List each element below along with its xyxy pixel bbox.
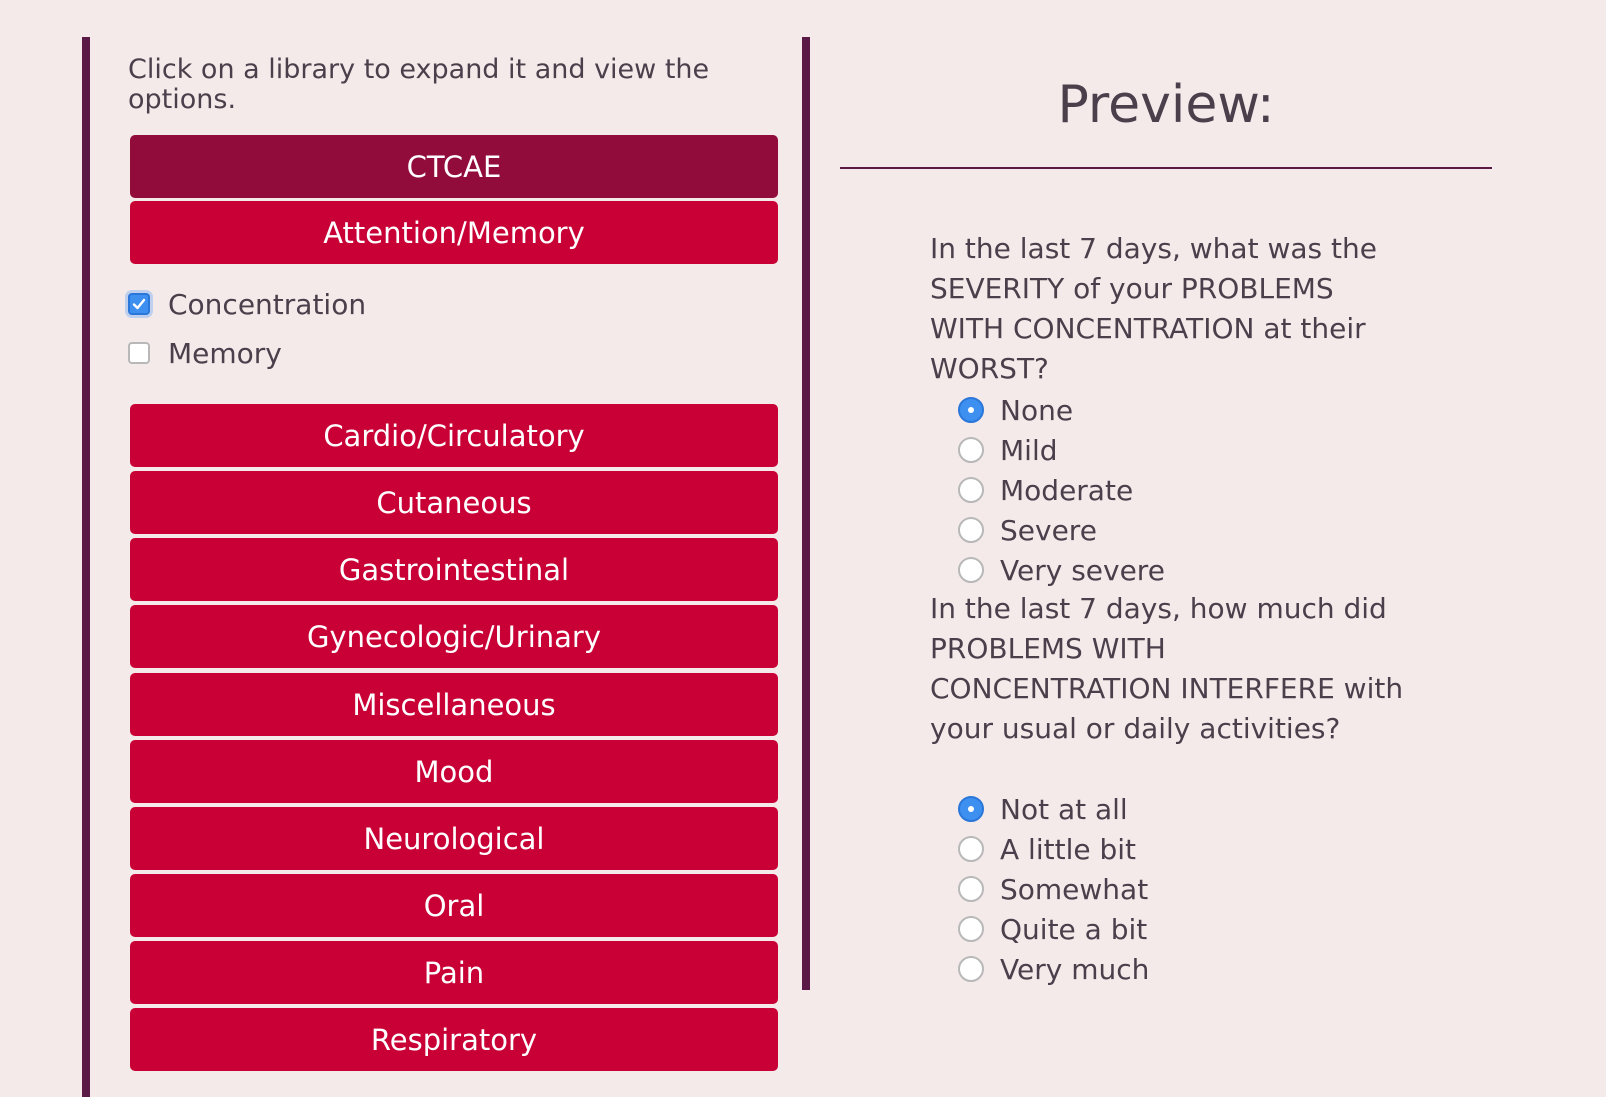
library-button-respiratory[interactable]: Respiratory (130, 1008, 778, 1071)
memory-checkbox[interactable] (128, 342, 150, 364)
memory-label: Memory (168, 336, 282, 370)
radio-button[interactable] (958, 956, 984, 982)
radio-option[interactable]: Mild (958, 430, 1165, 470)
radio-option[interactable]: A little bit (958, 829, 1149, 869)
library-button-neurological[interactable]: Neurological (130, 807, 778, 870)
panel-divider (802, 37, 810, 990)
preview-divider (840, 167, 1492, 169)
radio-label: Quite a bit (1000, 912, 1148, 946)
library-button-gastrointestinal[interactable]: Gastrointestinal (130, 538, 778, 601)
radio-option[interactable]: Moderate (958, 470, 1165, 510)
severity-options: None Mild Moderate Severe Very severe (958, 390, 1165, 590)
radio-button[interactable] (958, 437, 984, 463)
radio-label: Very much (1000, 952, 1150, 986)
radio-label: Very severe (1000, 553, 1165, 587)
radio-button[interactable] (958, 876, 984, 902)
library-button-oral[interactable]: Oral (130, 874, 778, 937)
radio-label: None (1000, 393, 1074, 427)
radio-label: A little bit (1000, 832, 1137, 866)
radio-label: Not at all (1000, 792, 1128, 826)
radio-label: Somewhat (1000, 872, 1149, 906)
option-memory[interactable]: Memory (128, 335, 282, 371)
radio-option[interactable]: None (958, 390, 1165, 430)
concentration-label: Concentration (168, 287, 367, 321)
question-severity: In the last 7 days, what was the SEVERIT… (930, 232, 1377, 385)
library-button-cutaneous[interactable]: Cutaneous (130, 471, 778, 534)
radio-button[interactable] (958, 557, 984, 583)
preview-panel: Preview: In the last 7 days, what was th… (840, 37, 1492, 1037)
library-button-pain[interactable]: Pain (130, 941, 778, 1004)
radio-button[interactable] (958, 796, 984, 822)
radio-option[interactable]: Very severe (958, 550, 1165, 590)
radio-option[interactable]: Somewhat (958, 869, 1149, 909)
instructions-text: Click on a library to expand it and view… (128, 54, 710, 115)
library-button-ctcae[interactable]: CTCAE (130, 135, 778, 198)
checkmark-icon (132, 298, 146, 310)
library-button-attention-memory[interactable]: Attention/Memory (130, 201, 778, 264)
library-button-miscellaneous[interactable]: Miscellaneous (130, 673, 778, 736)
radio-label: Mild (1000, 433, 1058, 467)
radio-button[interactable] (958, 397, 984, 423)
radio-button[interactable] (958, 517, 984, 543)
question-interference: In the last 7 days, how much did PROBLEM… (930, 592, 1404, 745)
preview-title: Preview: (1057, 75, 1275, 135)
radio-button[interactable] (958, 836, 984, 862)
library-button-mood[interactable]: Mood (130, 740, 778, 803)
radio-option[interactable]: Severe (958, 510, 1165, 550)
radio-option[interactable]: Very much (958, 949, 1149, 989)
radio-button[interactable] (958, 916, 984, 942)
library-button-cardio-circulatory[interactable]: Cardio/Circulatory (130, 404, 778, 467)
radio-label: Severe (1000, 513, 1097, 547)
library-panel: Click on a library to expand it and view… (82, 37, 778, 1097)
radio-option[interactable]: Not at all (958, 789, 1149, 829)
concentration-checkbox[interactable] (128, 293, 150, 315)
radio-button[interactable] (958, 477, 984, 503)
interference-options: Not at all A little bit Somewhat Quite a… (958, 789, 1149, 989)
library-button-gynecologic-urinary[interactable]: Gynecologic/Urinary (130, 605, 778, 668)
radio-option[interactable]: Quite a bit (958, 909, 1149, 949)
radio-label: Moderate (1000, 473, 1134, 507)
option-concentration[interactable]: Concentration (128, 286, 366, 322)
